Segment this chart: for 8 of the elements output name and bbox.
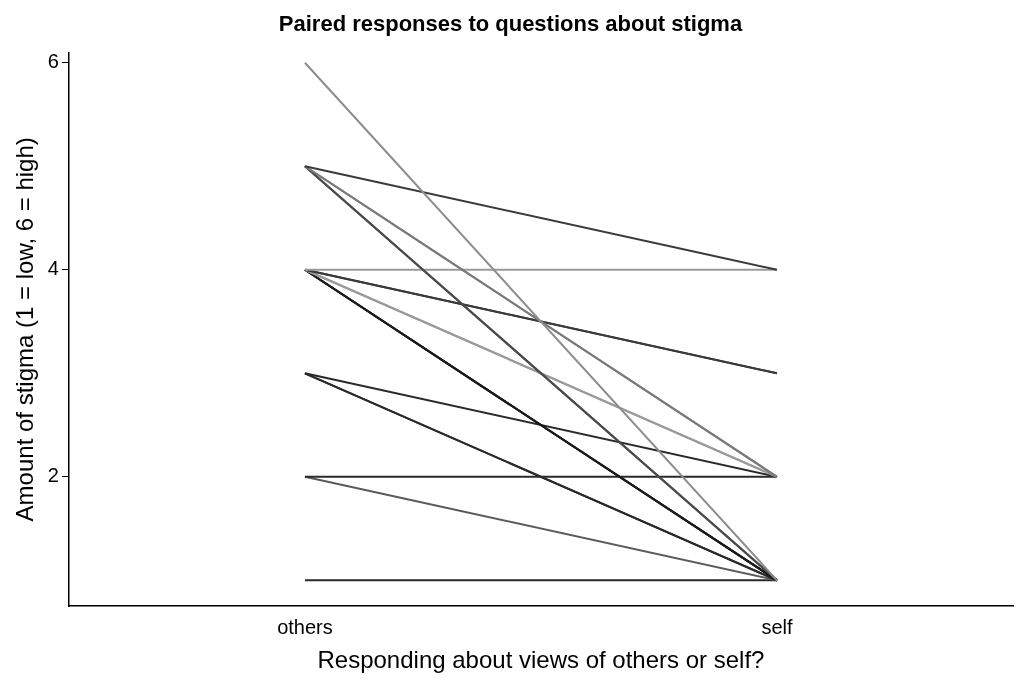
x-tick-label: others [277, 615, 333, 638]
y-tick-label: 6 [47, 50, 59, 73]
x-axis-title: Responding about views of others or self? [317, 646, 765, 674]
y-axis-title: Amount of stigma (1 = low, 6 = high) [11, 137, 39, 522]
chart-title: Paired responses to questions about stigma [278, 11, 743, 37]
x-tick-label: self [761, 615, 793, 638]
y-tick-label: 4 [47, 257, 59, 280]
y-tick-label: 2 [47, 464, 59, 487]
